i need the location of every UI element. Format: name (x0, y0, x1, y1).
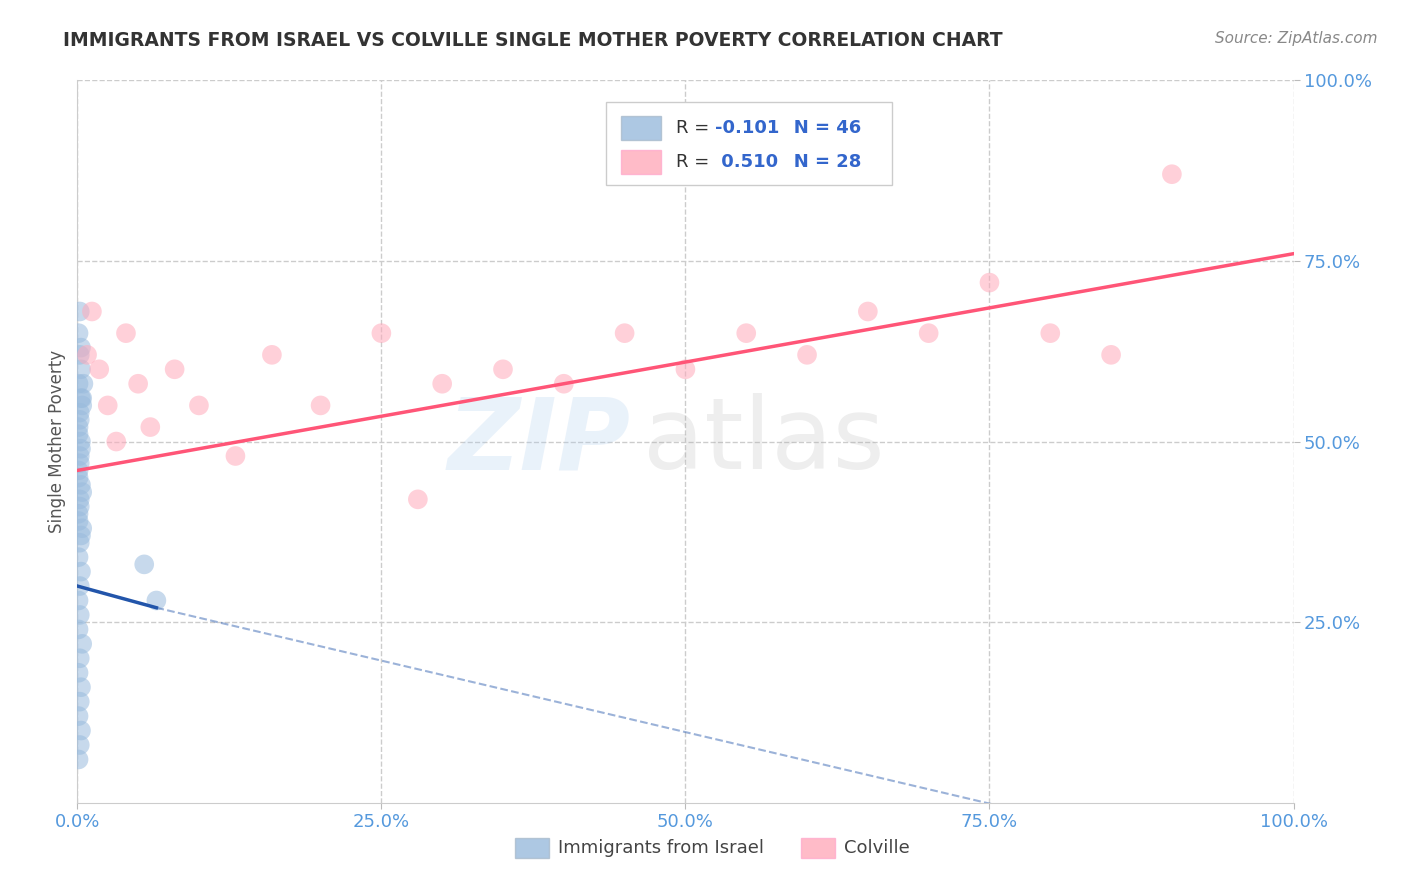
Point (1161, 167, 1184, 181)
Point (76, 348, 98, 362)
FancyBboxPatch shape (801, 838, 835, 858)
Point (72, 376, 94, 391)
Point (70, 565, 93, 579)
Point (70, 528, 93, 542)
Point (67, 593, 90, 607)
Text: 0.510: 0.510 (714, 153, 778, 171)
Point (115, 326, 138, 340)
Point (69, 348, 91, 362)
Point (67, 420, 90, 434)
Point (70, 398, 93, 412)
Text: ZIP: ZIP (447, 393, 631, 490)
FancyBboxPatch shape (515, 838, 550, 858)
Point (139, 420, 162, 434)
Point (67, 752, 90, 766)
Point (492, 362, 515, 376)
Point (735, 326, 758, 340)
Point (553, 376, 575, 391)
Point (406, 492, 429, 507)
Point (1099, 348, 1122, 362)
Point (127, 376, 149, 391)
Point (70, 521, 93, 535)
Point (430, 376, 453, 391)
Point (69, 651, 91, 665)
Point (70, 362, 93, 376)
Point (70, 341, 93, 355)
Text: IMMIGRANTS FROM ISRAEL VS COLVILLE SINGLE MOTHER POVERTY CORRELATION CHART: IMMIGRANTS FROM ISRAEL VS COLVILLE SINGL… (63, 31, 1002, 50)
Point (67, 427, 90, 442)
Point (69, 492, 91, 507)
Point (70, 391, 93, 405)
Point (69, 695, 91, 709)
Point (97, 398, 120, 412)
Text: Immigrants from Israel: Immigrants from Israel (558, 839, 763, 857)
Point (69, 406, 91, 420)
Point (67, 665, 90, 680)
Text: R =: R = (676, 120, 714, 137)
Point (979, 276, 1001, 290)
Point (69, 579, 91, 593)
Point (796, 348, 818, 362)
Point (260, 348, 283, 362)
Point (69, 304, 91, 318)
Text: Source: ZipAtlas.com: Source: ZipAtlas.com (1215, 31, 1378, 46)
Point (145, 593, 167, 607)
Text: -0.101: -0.101 (714, 120, 779, 137)
Text: Colville: Colville (844, 839, 910, 857)
Point (70, 485, 93, 500)
Point (188, 398, 211, 412)
FancyBboxPatch shape (606, 102, 893, 185)
Point (67, 326, 90, 340)
Point (309, 398, 332, 412)
Point (856, 304, 879, 318)
Point (67, 376, 90, 391)
Point (67, 550, 90, 565)
Point (67, 623, 90, 637)
Y-axis label: Single Mother Poverty: Single Mother Poverty (48, 350, 66, 533)
Point (70, 637, 93, 651)
Point (370, 326, 392, 340)
Point (105, 434, 128, 449)
Point (69, 738, 91, 752)
Text: N = 28: N = 28 (776, 153, 862, 171)
Point (224, 449, 246, 463)
Point (80, 304, 103, 318)
Point (89, 362, 111, 376)
Text: atlas: atlas (643, 393, 884, 490)
Point (67, 470, 90, 484)
Point (67, 514, 90, 528)
Point (69, 500, 91, 514)
Text: R =: R = (676, 153, 714, 171)
Point (70, 434, 93, 449)
Point (69, 456, 91, 470)
Point (675, 362, 697, 376)
Point (67, 507, 90, 521)
Point (70, 391, 93, 405)
Point (70, 442, 93, 456)
Point (1039, 326, 1062, 340)
Point (163, 362, 186, 376)
Point (613, 326, 636, 340)
FancyBboxPatch shape (621, 151, 661, 174)
Point (69, 413, 91, 427)
Point (69, 607, 91, 622)
Point (67, 463, 90, 477)
Point (69, 449, 91, 463)
Text: N = 46: N = 46 (776, 120, 862, 137)
Point (70, 723, 93, 738)
Point (134, 558, 156, 572)
Point (70, 478, 93, 492)
Point (918, 326, 941, 340)
FancyBboxPatch shape (621, 116, 661, 140)
Point (67, 709, 90, 723)
Point (69, 535, 91, 549)
Point (70, 680, 93, 694)
